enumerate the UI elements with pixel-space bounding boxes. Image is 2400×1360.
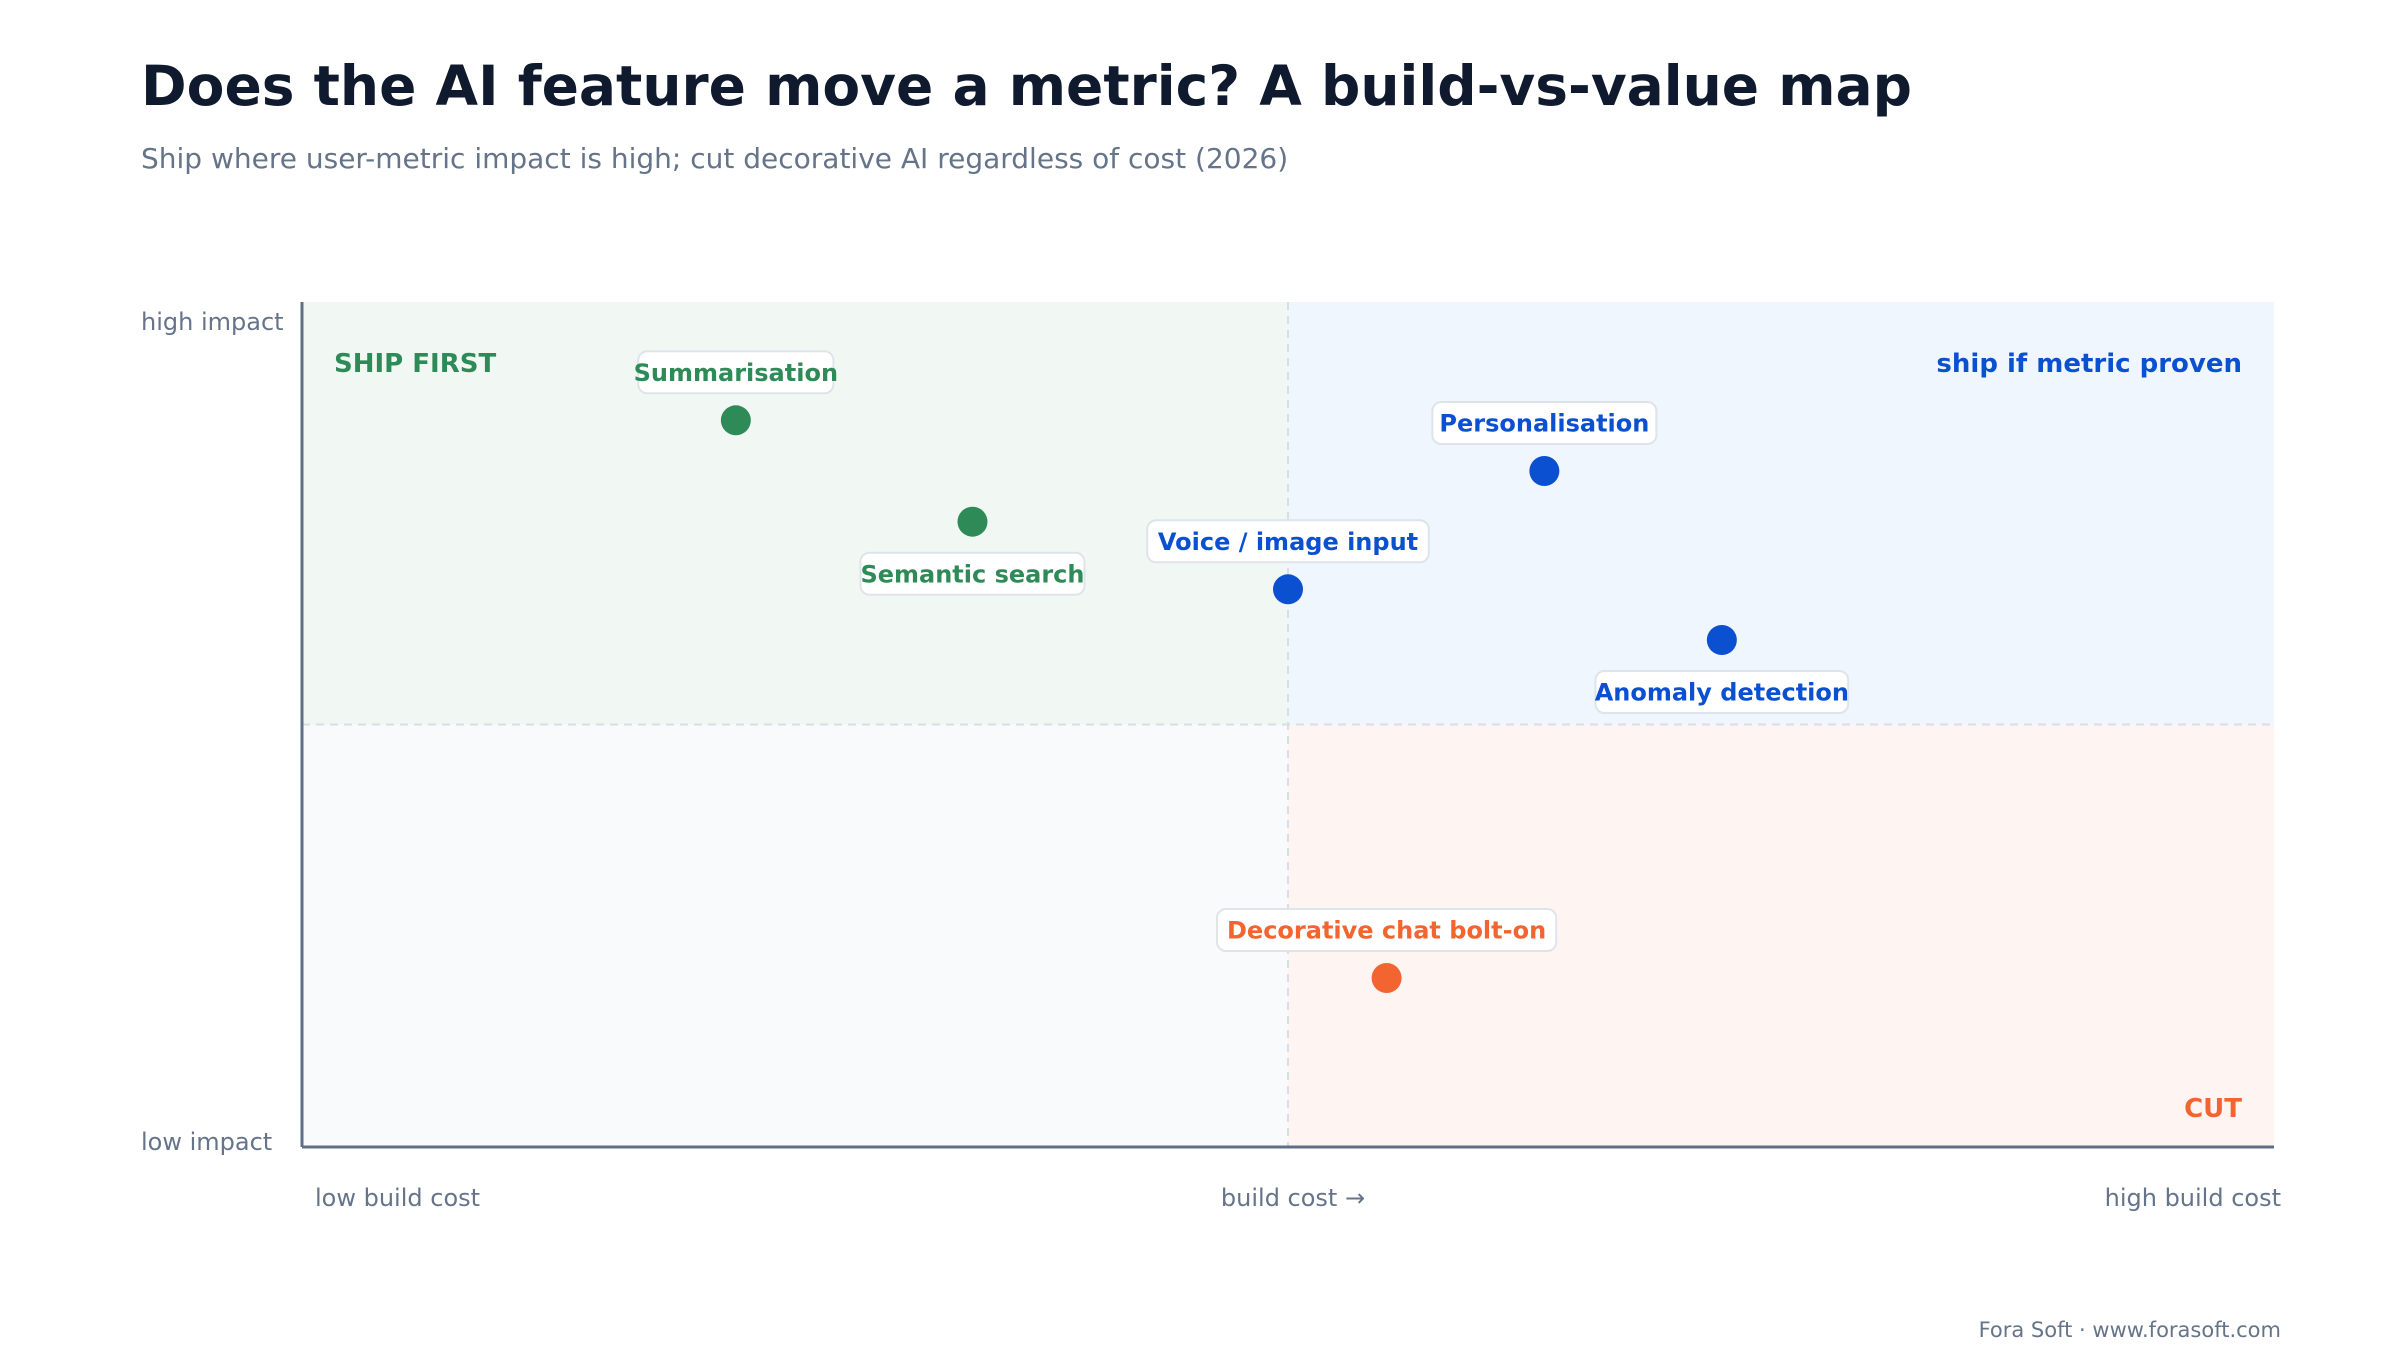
point-marker [1371,963,1402,993]
point-label: Anomaly detection [1595,679,1849,707]
point-marker [1529,456,1560,486]
point-label-box [1594,670,1850,714]
x-axis-min-label: low build cost [315,1184,481,1212]
point-label-box [637,350,835,395]
axes [300,302,2274,1149]
point-marker [720,405,751,436]
quadrant-label-ship-if-proven: ship if metric proven [1936,349,2242,379]
point-voice-image-input: Voice / image input [1146,519,1430,605]
point-personalisation: Personalisation [1431,401,1658,486]
point-marker [957,506,988,537]
y-axis-max-label: high impact [141,308,284,336]
point-summarisation: Summarisation [634,350,838,436]
point-label: Decorative chat bolt-on [1227,917,1546,945]
footer-credit: Fora Soft · www.forasoft.com [1978,1318,2281,1342]
point-label-box [859,551,1086,596]
x-axis-max-label: high build cost [2104,1184,2281,1212]
quadrant-label-ship-first: SHIP FIRST [334,349,496,379]
chart-subtitle: Ship where user-metric impact is high; c… [141,142,1289,175]
quadrant-label-cut: CUT [2184,1094,2242,1124]
point-marker [1273,574,1303,605]
quadrant-labels: SHIP FIRST ship if metric proven CUT [334,349,2242,1124]
point-label: Summarisation [634,359,838,387]
point-label-box [1216,908,1558,952]
point-label-box [1146,519,1430,564]
data-points: Summarisation Semantic search Voice / imag… [634,350,1850,993]
quadrant-backgrounds [302,302,2274,1147]
point-anomaly-detection: Anomaly detection [1594,625,1850,714]
point-decorative-chat-bolt-on: Decorative chat bolt-on [1216,908,1558,993]
point-label-box [1431,401,1658,445]
quadrant-low-cost-low-impact [302,724,1288,1147]
x-axis-title: build cost → [1220,1184,1366,1212]
point-label: Voice / image input [1158,528,1418,556]
quadrant-dividers [302,302,2274,1147]
point-marker [1706,625,1737,655]
chart-title: Does the AI feature move a metric? A bui… [141,54,1913,118]
quadrant-ship-if-proven [1288,302,2274,725]
point-semantic-search: Semantic search [859,506,1086,596]
point-label: Personalisation [1439,410,1649,438]
point-label: Semantic search [860,560,1084,588]
y-axis-min-label: low impact [141,1128,273,1156]
